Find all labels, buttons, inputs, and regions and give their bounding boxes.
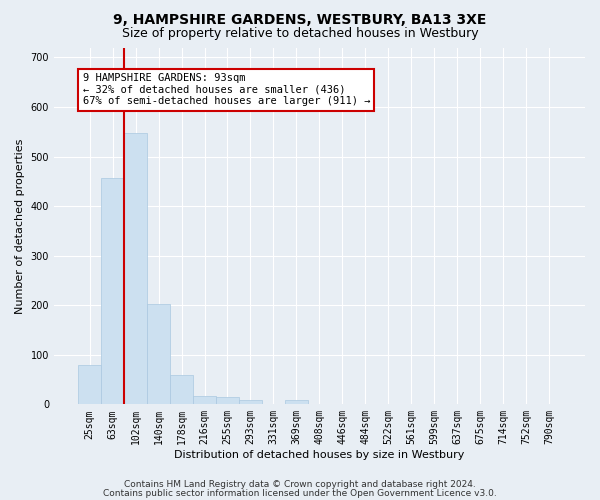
Y-axis label: Number of detached properties: Number of detached properties [15, 138, 25, 314]
Text: Contains public sector information licensed under the Open Government Licence v3: Contains public sector information licen… [103, 490, 497, 498]
Bar [170, 374, 193, 404]
Bar [124, 132, 147, 404]
Bar [78, 364, 101, 405]
Text: 9 HAMPSHIRE GARDENS: 93sqm
← 32% of detached houses are smaller (436)
67% of sem: 9 HAMPSHIRE GARDENS: 93sqm ← 32% of deta… [83, 74, 370, 106]
Bar [101, 178, 124, 404]
Bar [216, 397, 239, 404]
Bar [285, 400, 308, 404]
Bar [239, 400, 262, 404]
Text: Size of property relative to detached houses in Westbury: Size of property relative to detached ho… [122, 28, 478, 40]
X-axis label: Distribution of detached houses by size in Westbury: Distribution of detached houses by size … [174, 450, 464, 460]
Text: Contains HM Land Registry data © Crown copyright and database right 2024.: Contains HM Land Registry data © Crown c… [124, 480, 476, 489]
Bar [193, 396, 216, 404]
Text: 9, HAMPSHIRE GARDENS, WESTBURY, BA13 3XE: 9, HAMPSHIRE GARDENS, WESTBURY, BA13 3XE [113, 12, 487, 26]
Bar [147, 304, 170, 404]
